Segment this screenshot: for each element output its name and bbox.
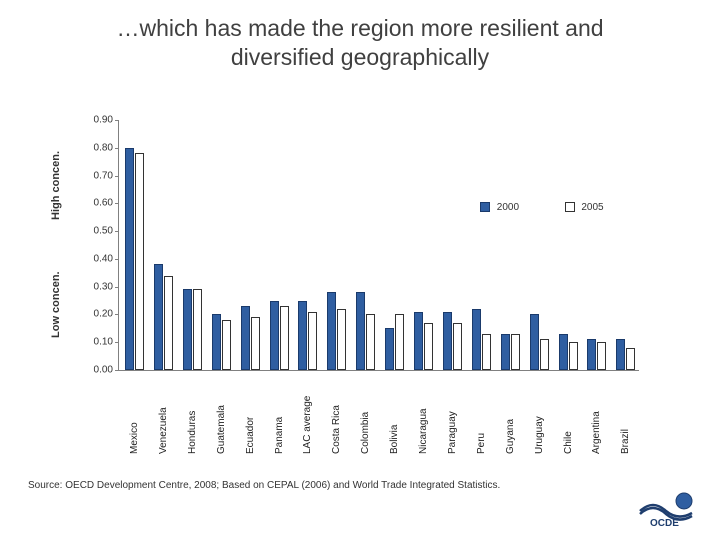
bar-2000 — [530, 314, 539, 370]
bar-2005 — [135, 153, 144, 370]
bar-2005 — [337, 309, 346, 370]
bar-2000 — [125, 148, 134, 370]
legend-label-2000: 2000 — [497, 202, 519, 213]
bar-2005 — [251, 317, 260, 370]
bar-2005 — [482, 334, 491, 370]
xtick-label: LAC average — [302, 374, 313, 454]
legend-item-2000: 2000 — [480, 202, 522, 213]
ytick-mark — [115, 287, 119, 288]
bar-2000 — [183, 289, 192, 370]
xtick-label: Uruguay — [534, 374, 545, 454]
ytick-label: 0.70 — [81, 170, 113, 181]
svg-text:OCDE: OCDE — [650, 518, 679, 527]
xtick-label: Guyana — [505, 374, 516, 454]
xtick-label: Brazil — [620, 374, 631, 454]
ytick-label: 0.50 — [81, 226, 113, 237]
chart-plot-area: 0.000.100.200.300.400.500.600.700.800.90… — [118, 120, 639, 371]
legend-label-2005: 2005 — [581, 202, 603, 213]
ytick-label: 0.90 — [81, 115, 113, 126]
xtick-label: Panama — [274, 374, 285, 454]
bar-2005 — [569, 342, 578, 370]
ytick-mark — [115, 259, 119, 260]
chart-legend: 2000 2005 — [480, 202, 604, 213]
y-axis-label-low: Low concen. — [50, 250, 62, 360]
ytick-label: 0.20 — [81, 309, 113, 320]
bar-2005 — [453, 323, 462, 370]
bar-2005 — [424, 323, 433, 370]
legend-item-2005: 2005 — [565, 202, 604, 213]
xtick-label: Ecuador — [245, 374, 256, 454]
bar-2005 — [395, 314, 404, 370]
bar-2000 — [212, 314, 221, 370]
ytick-mark — [115, 148, 119, 149]
bar-2000 — [356, 292, 365, 370]
bar-2000 — [414, 312, 423, 370]
xtick-label: Nicaragua — [418, 374, 429, 454]
xtick-label: Peru — [476, 374, 487, 454]
ytick-label: 0.40 — [81, 253, 113, 264]
ytick-label: 0.30 — [81, 281, 113, 292]
bar-2005 — [193, 289, 202, 370]
bar-2000 — [270, 301, 279, 370]
bar-2005 — [540, 339, 549, 370]
xtick-label: Colombia — [360, 374, 371, 454]
bar-2005 — [626, 348, 635, 370]
xtick-label: Mexico — [129, 374, 140, 454]
xtick-label: Venezuela — [158, 374, 169, 454]
bar-2000 — [327, 292, 336, 370]
title-line-1: …which has made the region more resilien… — [116, 15, 603, 41]
ytick-mark — [115, 314, 119, 315]
ytick-label: 0.60 — [81, 198, 113, 209]
bar-2005 — [511, 334, 520, 370]
oecd-logo: OCDE — [638, 491, 696, 532]
ytick-mark — [115, 370, 119, 371]
bar-2000 — [241, 306, 250, 370]
xtick-label: Argentina — [591, 374, 602, 454]
xtick-label: Chile — [563, 374, 574, 454]
ytick-mark — [115, 231, 119, 232]
concentration-chart: High concen. Low concen. 0.000.100.200.3… — [60, 120, 680, 460]
bar-2000 — [385, 328, 394, 370]
bar-2005 — [308, 312, 317, 370]
bar-2005 — [366, 314, 375, 370]
y-axis-label-high: High concen. — [50, 130, 62, 240]
xtick-label: Honduras — [187, 374, 198, 454]
slide-root: …which has made the region more resilien… — [0, 0, 720, 540]
bar-2000 — [587, 339, 596, 370]
bar-2005 — [280, 306, 289, 370]
ytick-label: 0.80 — [81, 142, 113, 153]
ytick-mark — [115, 342, 119, 343]
xtick-label: Guatemala — [216, 374, 227, 454]
xtick-label: Bolivia — [389, 374, 400, 454]
ytick-mark — [115, 120, 119, 121]
title-line-2: diversified geographically — [231, 44, 489, 70]
bar-2000 — [559, 334, 568, 370]
xtick-label: Paraguay — [447, 374, 458, 454]
ytick-mark — [115, 176, 119, 177]
xtick-label: Costa Rica — [331, 374, 342, 454]
bar-2005 — [222, 320, 231, 370]
page-title: …which has made the region more resilien… — [0, 0, 720, 72]
bar-2000 — [501, 334, 510, 370]
ytick-label: 0.00 — [81, 365, 113, 376]
legend-swatch-2000 — [480, 202, 490, 212]
bar-2005 — [597, 342, 606, 370]
oecd-logo-icon: OCDE — [638, 491, 696, 527]
bar-2000 — [298, 301, 307, 370]
ytick-mark — [115, 203, 119, 204]
source-text: Source: OECD Development Centre, 2008; B… — [28, 480, 500, 491]
bar-2000 — [154, 264, 163, 370]
legend-swatch-2005 — [565, 202, 575, 212]
bar-2000 — [443, 312, 452, 370]
ytick-label: 0.10 — [81, 337, 113, 348]
bar-2005 — [164, 276, 173, 370]
bar-2000 — [616, 339, 625, 370]
bar-2000 — [472, 309, 481, 370]
